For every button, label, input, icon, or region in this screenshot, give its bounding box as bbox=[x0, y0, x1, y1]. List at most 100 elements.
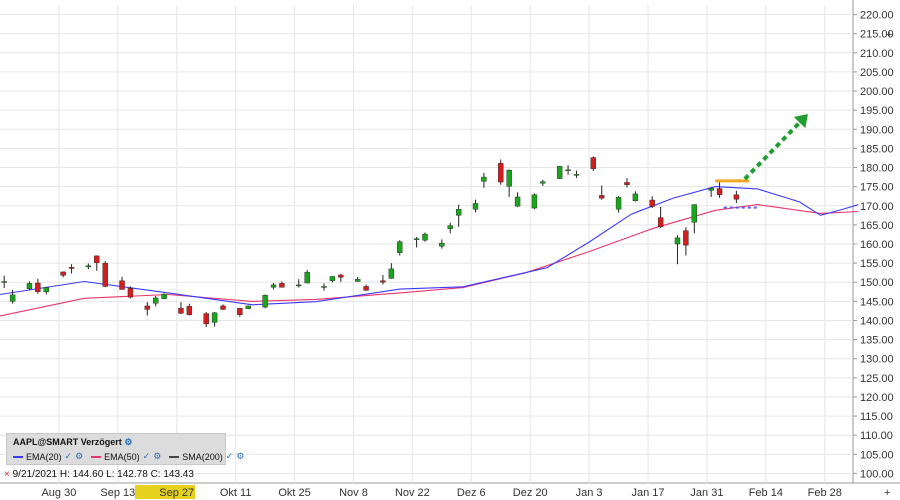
candle-up bbox=[354, 278, 361, 282]
sma200-settings-icon[interactable]: ⚙ bbox=[236, 451, 245, 461]
candle-up bbox=[455, 209, 462, 216]
y-tick-label: 150.00 bbox=[860, 277, 894, 289]
candle-down bbox=[203, 313, 209, 325]
x-tick-label: Jan 17 bbox=[632, 487, 665, 499]
candle-up bbox=[270, 284, 277, 288]
y-tick-label: 205.00 bbox=[860, 67, 894, 79]
candle-down bbox=[178, 308, 184, 314]
candle-down bbox=[624, 182, 630, 185]
ema20-label: EMA(20) bbox=[26, 451, 62, 462]
ema50-settings-icon[interactable]: ⚙ bbox=[153, 451, 162, 461]
y-tick-label: 160.00 bbox=[860, 239, 894, 251]
y-tick-label: 105.00 bbox=[860, 449, 894, 461]
sma200-check-icon[interactable]: ✓ bbox=[225, 451, 234, 461]
sma200-swatch bbox=[169, 455, 180, 458]
candle-up bbox=[540, 181, 546, 184]
candle-up bbox=[43, 287, 49, 292]
y-tick-label: 170.00 bbox=[860, 201, 894, 213]
y-tick-label: 155.00 bbox=[860, 258, 894, 270]
legend-symbol-label: AAPL@SMART Verzögert ⚙ bbox=[13, 437, 132, 448]
x-axis-plus-icon[interactable]: + bbox=[884, 487, 890, 499]
x-tick-label: Sep 27 bbox=[159, 487, 194, 499]
y-tick-label: 100.00 bbox=[860, 468, 894, 480]
candle-up bbox=[565, 169, 571, 172]
y-tick-label: 145.00 bbox=[860, 296, 894, 308]
chart-legend: AAPL@SMART Verzögert ⚙ EMA(20) ✓ ⚙ EMA(5… bbox=[6, 433, 244, 465]
ema50-swatch bbox=[91, 455, 102, 458]
symbol-text: AAPL@SMART Verzögert bbox=[13, 437, 122, 447]
info-date: 9/21/2021 bbox=[12, 469, 58, 480]
ema20-settings-icon[interactable]: ⚙ bbox=[75, 451, 84, 461]
x-tick-label: Jan 31 bbox=[690, 487, 723, 499]
candle-down bbox=[237, 308, 243, 315]
x-tick-label: Jan 3 bbox=[576, 487, 603, 499]
candle-down bbox=[94, 255, 100, 263]
x-tick-label: Nov 22 bbox=[395, 487, 430, 499]
candle-up bbox=[691, 204, 698, 223]
y-tick-label: 130.00 bbox=[860, 354, 894, 366]
candle-up bbox=[447, 225, 453, 229]
candle-down bbox=[657, 217, 664, 227]
y-tick-label: 165.00 bbox=[860, 220, 894, 232]
y-tick-label: 175.00 bbox=[860, 182, 894, 194]
ohlc-info-line: × 9/21/2021 H: 144.60 L: 142.78 C: 143.4… bbox=[4, 469, 194, 480]
ema20-check-icon[interactable]: ✓ bbox=[64, 451, 73, 461]
candle-up bbox=[26, 283, 33, 289]
candle-down bbox=[68, 267, 75, 269]
candle-up bbox=[296, 284, 302, 287]
legend-ema50[interactable]: EMA(50) ✓ ⚙ bbox=[91, 451, 161, 462]
candle-up bbox=[573, 174, 580, 176]
y-tick-label: 210.00 bbox=[860, 48, 894, 60]
ema50-check-icon[interactable]: ✓ bbox=[142, 451, 151, 461]
candle-up bbox=[708, 187, 714, 191]
x-tick-label: Dez 20 bbox=[513, 487, 548, 499]
candle-up bbox=[506, 169, 512, 187]
candle-up bbox=[329, 276, 336, 281]
ema50-line bbox=[0, 204, 859, 317]
candle-up bbox=[161, 293, 167, 299]
ema20-line bbox=[0, 186, 859, 306]
info-marker-icon: × bbox=[4, 469, 10, 480]
candle-up bbox=[556, 166, 563, 179]
candle-up bbox=[9, 294, 16, 302]
candle-up bbox=[388, 268, 395, 279]
y-tick-label: 120.00 bbox=[860, 392, 894, 404]
candle-down bbox=[683, 230, 689, 246]
candle-up bbox=[85, 265, 92, 268]
info-close: C: 143.43 bbox=[150, 469, 194, 480]
candle-up bbox=[304, 272, 310, 284]
crosshair-date-highlight bbox=[135, 485, 195, 499]
candle-up bbox=[321, 286, 327, 288]
legend-sma200[interactable]: SMA(200) ✓ ⚙ bbox=[169, 451, 244, 462]
y-axis-plus-icon[interactable]: + bbox=[886, 29, 892, 41]
legend-ema20[interactable]: EMA(20) ✓ ⚙ bbox=[13, 451, 83, 462]
candle-down bbox=[119, 280, 125, 290]
projection-arrow-head bbox=[793, 113, 808, 129]
candle-down bbox=[60, 271, 66, 276]
candle-down bbox=[380, 280, 386, 283]
candle-up bbox=[531, 194, 538, 209]
candle-up bbox=[481, 176, 487, 182]
x-tick-label: Dez 6 bbox=[457, 487, 486, 499]
sma200-label: SMA(200) bbox=[182, 451, 223, 462]
x-tick-label: Okt 11 bbox=[220, 487, 252, 499]
symbol-settings-icon[interactable]: ⚙ bbox=[124, 437, 133, 447]
ema50-label: EMA(50) bbox=[104, 451, 140, 462]
x-tick-label: Feb 14 bbox=[749, 487, 783, 499]
y-tick-label: 135.00 bbox=[860, 335, 894, 347]
y-tick-label: 220.00 bbox=[860, 10, 894, 22]
candle-up bbox=[397, 241, 403, 253]
x-tick-label: Aug 30 bbox=[41, 487, 76, 499]
info-high: H: 144.60 bbox=[59, 469, 104, 480]
y-tick-label: 180.00 bbox=[860, 163, 894, 175]
candle-up bbox=[413, 238, 420, 240]
y-tick-label: 215.00 bbox=[860, 29, 894, 41]
y-tick-label: 110.00 bbox=[860, 430, 893, 442]
candle-up bbox=[211, 312, 218, 323]
candle-up bbox=[152, 297, 159, 304]
x-tick-label: Feb 28 bbox=[808, 487, 842, 499]
candle-up bbox=[472, 203, 479, 210]
candle-down bbox=[338, 274, 344, 278]
